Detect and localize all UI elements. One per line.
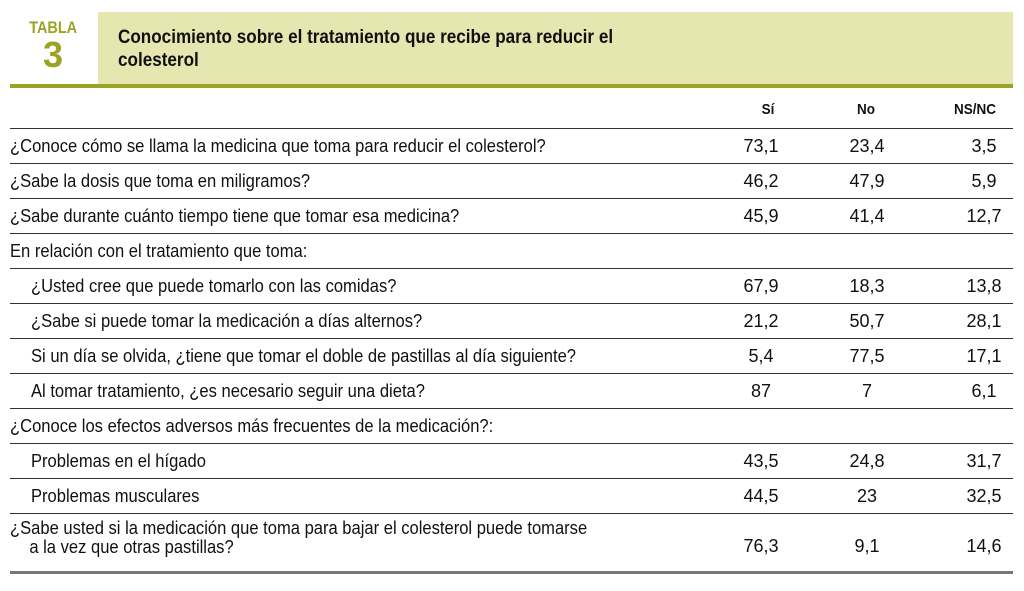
- title-box: Conocimiento sobre el tratamiento que re…: [98, 12, 1013, 84]
- value-si: 21,2: [743, 311, 779, 331]
- question-cell: ¿Conoce cómo se llama la medicina que to…: [10, 136, 546, 156]
- value-si: 76,3: [743, 536, 779, 556]
- table-row: Problemas en el hígado 43,5 24,8 31,7: [10, 443, 1013, 478]
- bottom-rule: [10, 571, 1013, 574]
- top-rule: [10, 84, 1013, 88]
- value-si: 45,9: [743, 206, 779, 226]
- question-cell: Problemas musculares: [31, 486, 200, 506]
- value-si: 73,1: [743, 136, 779, 156]
- value-nsnc: 28,1: [966, 311, 1002, 331]
- section-row: En relación con el tratamiento que toma:: [10, 233, 1013, 268]
- column-header-nsnc: NS/NC: [953, 101, 996, 118]
- value-nsnc: 17,1: [966, 346, 1002, 366]
- table-tag: TABLA 3: [10, 12, 96, 84]
- table-tag-number: 3: [42, 34, 64, 75]
- value-si: 44,5: [743, 486, 779, 506]
- column-header-si: Sí: [761, 101, 775, 118]
- section-label: En relación con el tratamiento que toma:: [10, 241, 308, 261]
- table-row: ¿Conoce cómo se llama la medicina que to…: [10, 128, 1013, 163]
- value-si: 43,5: [743, 451, 779, 471]
- value-no: 7: [861, 381, 872, 401]
- section-row: ¿Conoce los efectos adversos más frecuen…: [10, 408, 1013, 443]
- value-nsnc: 13,8: [966, 276, 1002, 296]
- table-row: ¿Usted cree que puede tomarlo con las co…: [10, 268, 1013, 303]
- value-no: 18,3: [849, 276, 885, 296]
- table-row: ¿Sabe la dosis que toma en miligramos? 4…: [10, 163, 1013, 198]
- data-table: ¿Conoce cómo se llama la medicina que to…: [10, 128, 1013, 560]
- question-cell: Si un día se olvida, ¿tiene que tomar el…: [31, 346, 576, 366]
- question-cell: ¿Sabe durante cuánto tiempo tiene que to…: [10, 206, 460, 226]
- question-cell: Problemas en el hígado: [31, 451, 206, 471]
- value-nsnc: 31,7: [966, 451, 1002, 471]
- value-si: 46,2: [743, 171, 779, 191]
- table-row: Al tomar tratamiento, ¿es necesario segu…: [10, 373, 1013, 408]
- value-no: 77,5: [849, 346, 885, 366]
- value-nsnc: 32,5: [966, 486, 1002, 506]
- table-tag-label: TABLA: [29, 18, 77, 37]
- value-si: 5,4: [748, 346, 774, 366]
- table-title: Conocimiento sobre el tratamiento que re…: [118, 27, 614, 71]
- value-nsnc: 6,1: [971, 381, 997, 401]
- value-no: 47,9: [849, 171, 885, 191]
- question-cell: Al tomar tratamiento, ¿es necesario segu…: [31, 381, 425, 401]
- table-row: ¿Sabe durante cuánto tiempo tiene que to…: [10, 198, 1013, 233]
- value-nsnc: 3,5: [971, 136, 997, 156]
- question-line-1: ¿Sabe usted si la medicación que toma pa…: [10, 518, 588, 538]
- question-cell: ¿Usted cree que puede tomarlo con las co…: [31, 276, 397, 296]
- question-line-2: a la vez que otras pastillas?: [29, 537, 234, 557]
- column-header-no: No: [857, 101, 875, 118]
- value-nsnc: 14,6: [966, 536, 1002, 556]
- question-cell: ¿Sabe la dosis que toma en miligramos?: [10, 171, 311, 191]
- section-label: ¿Conoce los efectos adversos más frecuen…: [10, 416, 494, 436]
- value-no: 23: [856, 486, 878, 506]
- value-no: 9,1: [854, 536, 880, 556]
- value-si: 67,9: [743, 276, 779, 296]
- table-row: Si un día se olvida, ¿tiene que tomar el…: [10, 338, 1013, 373]
- table-row: ¿Sabe si puede tomar la medicación a día…: [10, 303, 1013, 338]
- question-cell: ¿Sabe si puede tomar la medicación a día…: [31, 311, 423, 331]
- value-no: 50,7: [849, 311, 885, 331]
- table-header: TABLA 3 Conocimiento sobre el tratamient…: [10, 12, 1013, 84]
- value-no: 23,4: [849, 136, 885, 156]
- value-nsnc: 12,7: [966, 206, 1002, 226]
- question-cell: ¿Sabe usted si la medicación que toma pa…: [10, 519, 587, 557]
- table-row: Problemas musculares 44,5 23 32,5: [10, 478, 1013, 513]
- table-row: ¿Sabe usted si la medicación que toma pa…: [10, 513, 1013, 560]
- value-no: 24,8: [849, 451, 885, 471]
- value-nsnc: 5,9: [971, 171, 997, 191]
- value-si: 87: [750, 381, 772, 401]
- value-no: 41,4: [849, 206, 885, 226]
